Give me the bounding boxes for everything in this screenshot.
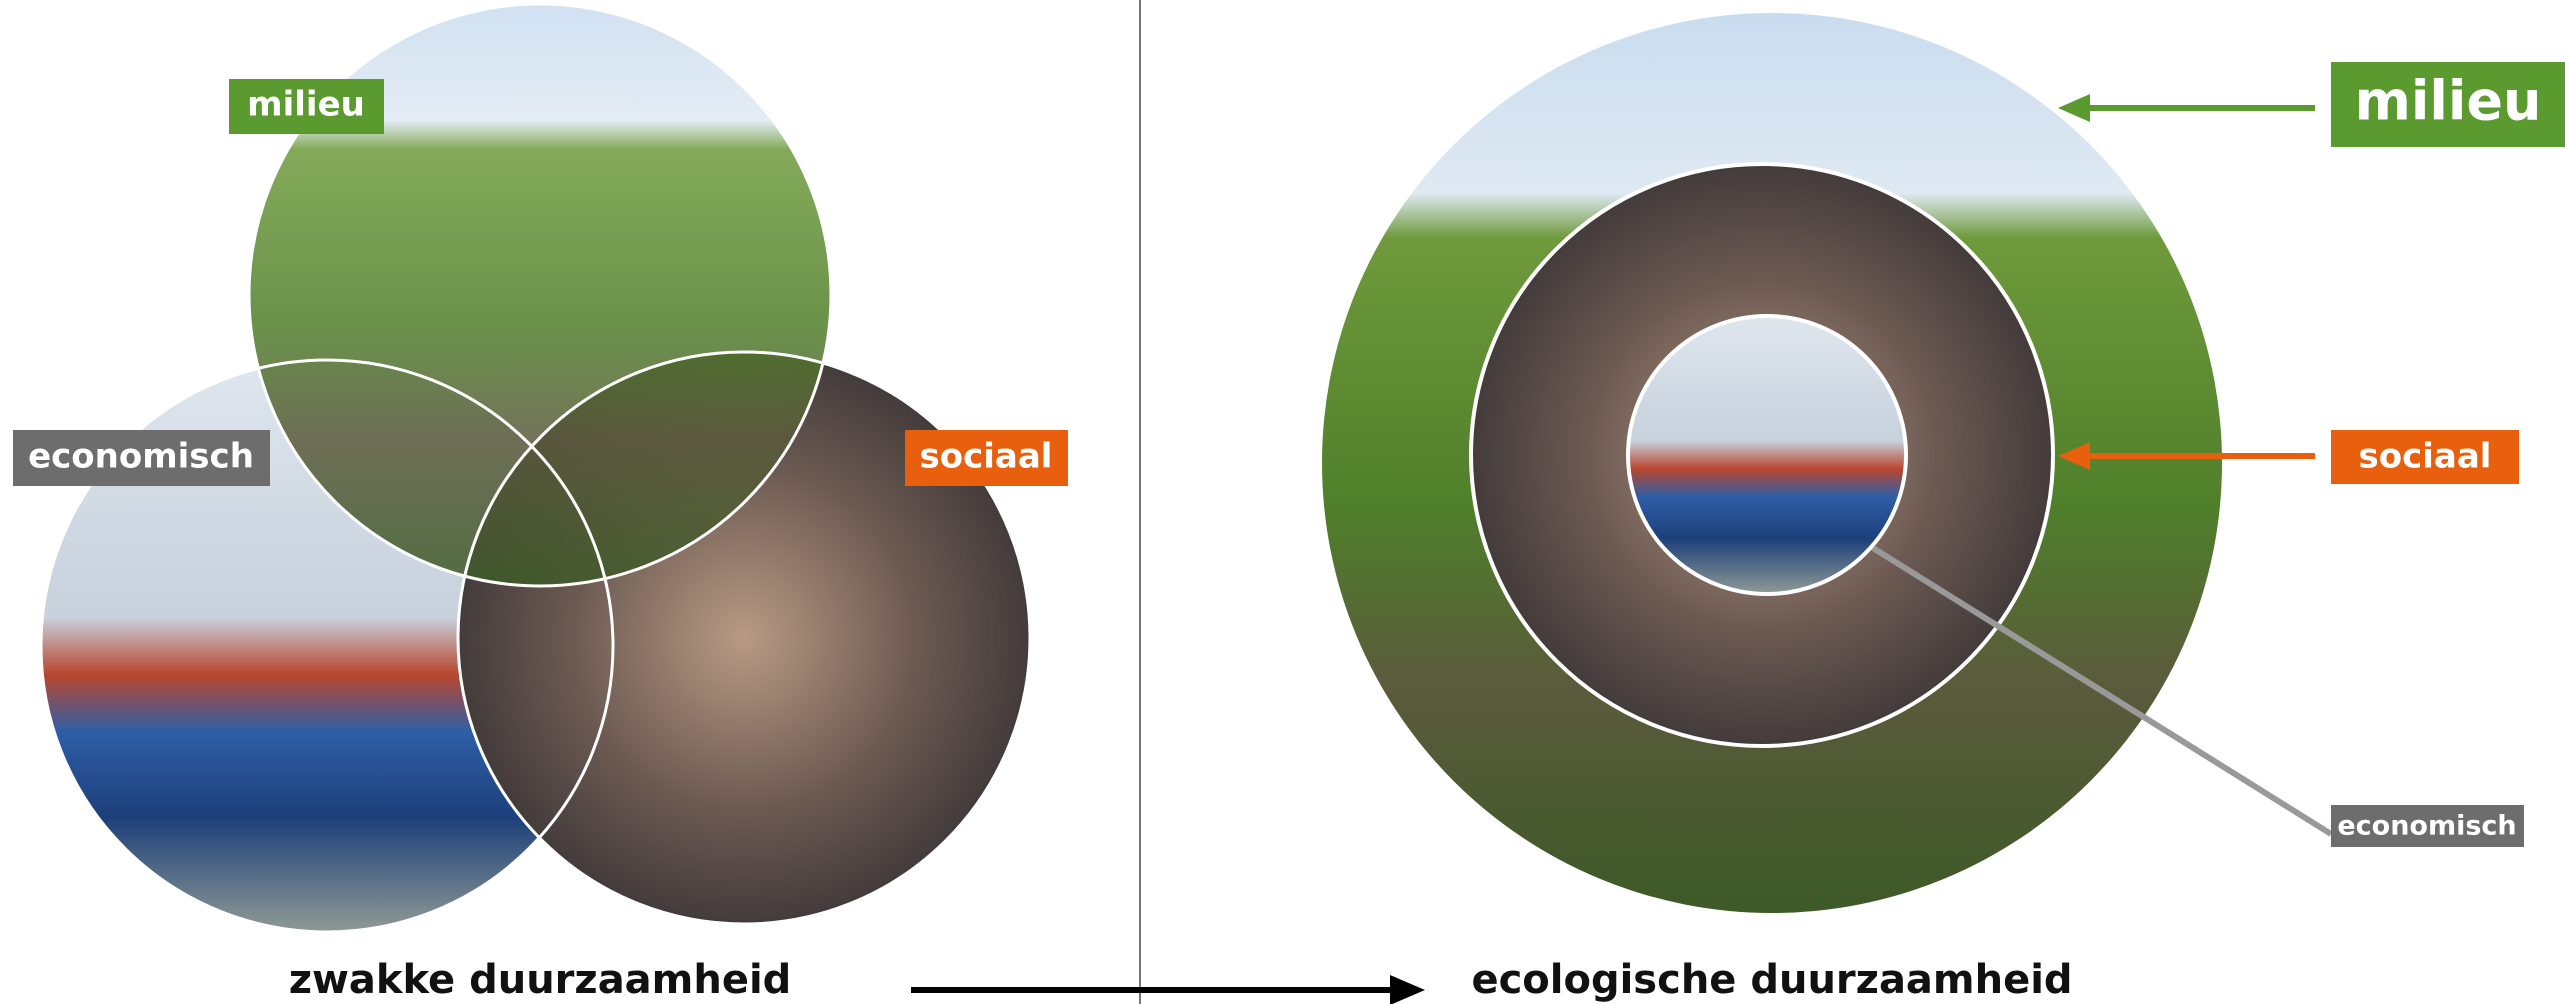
weak-sustainability: milieu economisch sociaal zwakke duurzaa… — [13, 4, 1068, 1003]
label: milieu — [2355, 70, 2542, 133]
economy-circle — [1628, 316, 1906, 594]
label: sociaal — [920, 437, 1053, 477]
caption: ecologische duurzaamheid — [1471, 957, 2072, 1003]
label: milieu — [247, 85, 365, 125]
label: economisch — [28, 437, 254, 477]
arrow-head — [1390, 975, 1425, 1004]
caption: zwakke duurzaamheid — [289, 957, 792, 1003]
label: economisch — [2337, 811, 2516, 842]
pointer-head — [2058, 94, 2090, 122]
label: sociaal — [2359, 437, 2492, 477]
ecological-sustainability: milieu sociaal economisch ecologische du… — [1322, 13, 2565, 1003]
diagram: milieu economisch sociaal zwakke duurzaa… — [0, 0, 2565, 1004]
